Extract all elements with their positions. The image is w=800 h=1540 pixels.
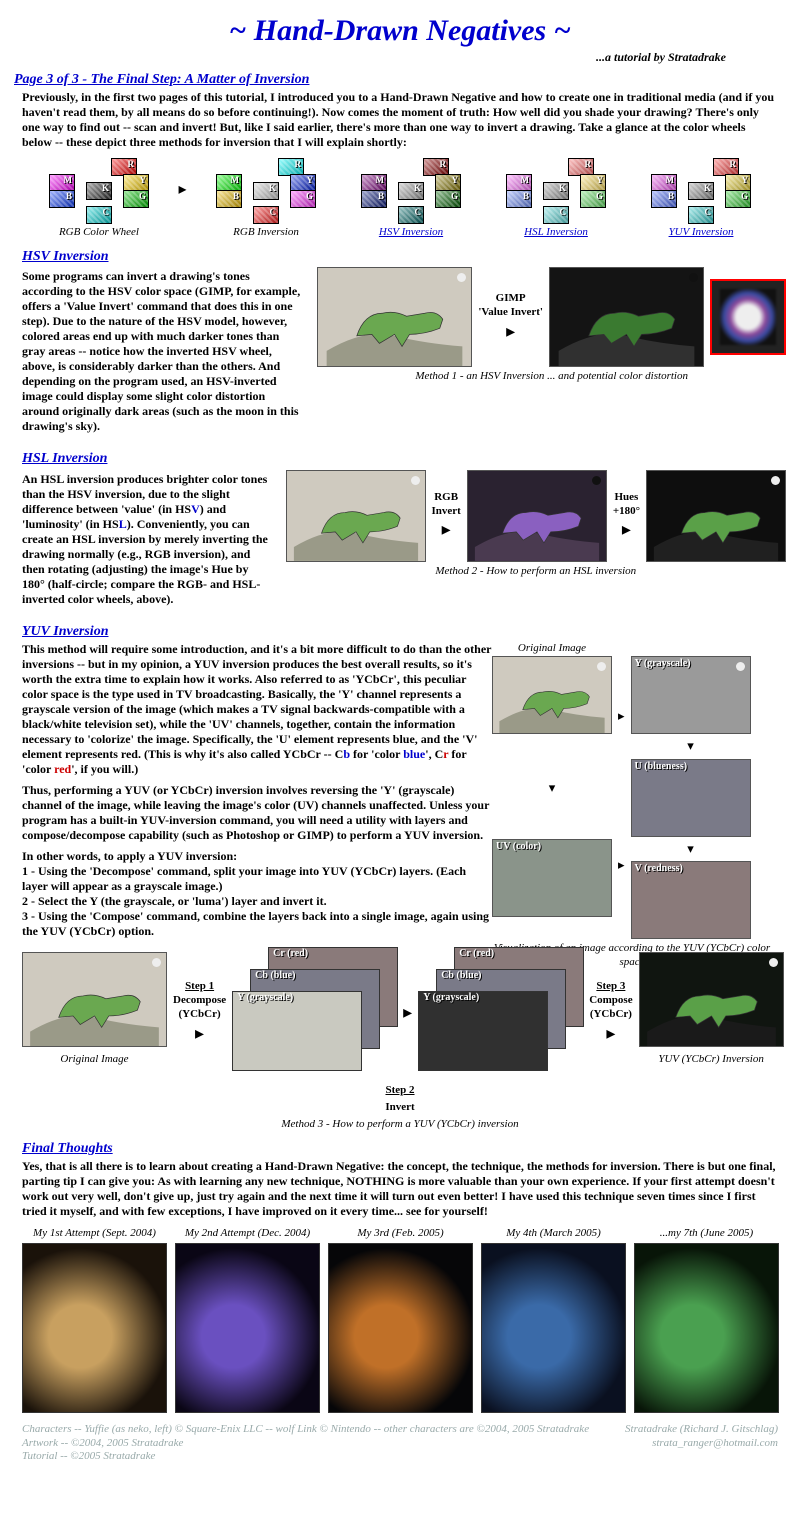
footer: Characters -- Yuffie (as neko, left) © S…	[22, 1423, 778, 1464]
footer-left: Characters -- Yuffie (as neko, left) © S…	[22, 1423, 589, 1464]
yuv-y-image: Y (grayscale)	[631, 656, 751, 734]
attempt-thumb: My 2nd Attempt (Dec. 2004)	[175, 1227, 320, 1413]
hsl-label1: RGBInvert	[432, 491, 461, 519]
hsl-label2: Hues+180°	[613, 491, 640, 519]
attempts-row: My 1st Attempt (Sept. 2004)My 2nd Attemp…	[22, 1227, 778, 1413]
yuv-diagram-caption: Method 3 - How to perform a YUV (YCbCr) …	[14, 1118, 786, 1132]
yuv-uv-image: UV (color)	[492, 839, 612, 917]
yuv-method-diagram: Original Image Step 1 Decompose(YCbCr) ▸…	[22, 947, 786, 1077]
yuv-steps: 1 - Using the 'Decompose' command, split…	[22, 864, 492, 939]
yuv-diagram-result	[639, 952, 784, 1047]
hsl-final-image	[646, 470, 786, 562]
arrow-icon: ▸	[613, 518, 640, 541]
yuv-visualization: Original Image ▾ UV (color) ▸▸ Y (graysc…	[492, 642, 772, 975]
hsv-distortion-image	[710, 279, 786, 355]
yuv-p2: Thus, performing a YUV (or YCbCr) invers…	[22, 783, 492, 843]
hsv-original-image	[317, 267, 472, 367]
color-wheel: MRYBKGCRGB Inversion	[199, 158, 334, 240]
subtitle: ...a tutorial by Stratadrake	[14, 50, 726, 65]
final-text: Yes, that is all there is to learn about…	[22, 1159, 778, 1219]
hsv-heading-link[interactable]: HSV Inversion	[22, 248, 786, 266]
wheel-caption[interactable]: HSV Inversion	[344, 226, 479, 240]
footer-right: Stratadrake (Richard J. Gitschlag)strata…	[625, 1423, 778, 1464]
wheel-caption: RGB Inversion	[199, 226, 334, 240]
hsv-inverted-image	[549, 267, 704, 367]
hsv-text: Some programs can invert a drawing's ton…	[22, 269, 301, 434]
hsl-rgb-inverted-image	[467, 470, 607, 562]
attempt-thumb: My 3rd (Feb. 2005)	[328, 1227, 473, 1413]
hsl-heading-link[interactable]: HSL Inversion	[22, 450, 786, 468]
yuv-heading-link[interactable]: YUV Inversion	[22, 623, 786, 641]
wheel-caption: RGB Color Wheel	[31, 226, 166, 240]
hsl-original-image	[286, 470, 426, 562]
wheel-caption[interactable]: HSL Inversion	[489, 226, 624, 240]
color-wheel: MRYBKGCYUV Inversion	[634, 158, 769, 240]
attempt-thumb: ...my 7th (June 2005)	[634, 1227, 779, 1413]
color-wheel: MRYBKGCHSL Inversion	[489, 158, 624, 240]
hsl-text: An HSL inversion produces brighter color…	[22, 472, 270, 607]
main-title: ~ Hand-Drawn Negatives ~	[14, 12, 786, 50]
hsv-arrow-label: GIMP'Value Invert'	[478, 292, 543, 320]
wheel-caption[interactable]: YUV Inversion	[634, 226, 769, 240]
hsl-caption: Method 2 - How to perform an HSL inversi…	[286, 565, 787, 579]
yuv-p1: This method will require some introducti…	[22, 642, 492, 777]
final-heading-link[interactable]: Final Thoughts	[22, 1140, 786, 1158]
attempt-thumb: My 4th (March 2005)	[481, 1227, 626, 1413]
yuv-p3-intro: In other words, to apply a YUV inversion…	[22, 849, 492, 864]
arrow-icon: ▸	[432, 518, 461, 541]
color-wheel: MRYBKGCRGB Color Wheel	[31, 158, 166, 240]
yuv-diagram-orig	[22, 952, 167, 1047]
attempt-thumb: My 1st Attempt (Sept. 2004)	[22, 1227, 167, 1413]
yuv-orig-image	[492, 656, 612, 734]
color-wheel: MRYBKGCHSV Inversion	[344, 158, 479, 240]
hsv-caption: Method 1 - an HSV Inversion ... and pote…	[317, 370, 786, 384]
page-heading-link[interactable]: Page 3 of 3 - The Final Step: A Matter o…	[14, 71, 786, 89]
yuv-orig-label: Original Image	[492, 642, 612, 656]
color-wheels-row: MRYBKGCRGB Color Wheel▸MRYBKGCRGB Invers…	[14, 158, 786, 240]
arrow-icon: ▸	[478, 320, 543, 343]
intro-text: Previously, in the first two pages of th…	[22, 90, 778, 150]
yuv-u-image: U (blueness)	[631, 759, 751, 837]
yuv-v-image: V (redness)	[631, 861, 751, 939]
